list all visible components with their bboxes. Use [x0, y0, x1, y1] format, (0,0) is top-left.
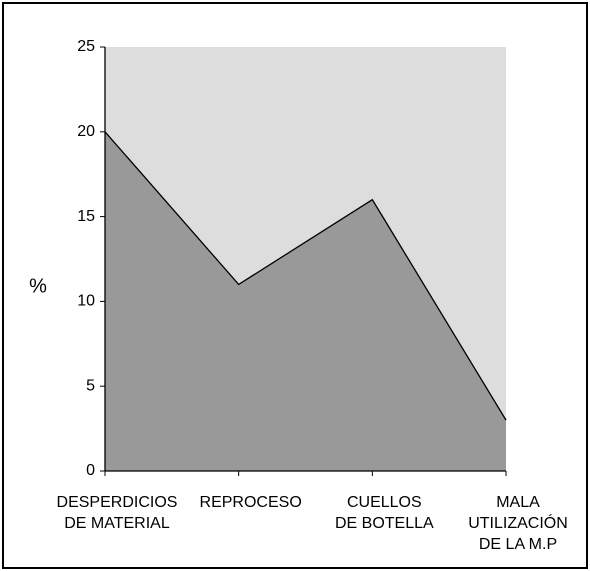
x-tick-label: MALA UTILIZACIÓN DE LA M.P: [468, 494, 568, 553]
y-tick-label: 5: [86, 377, 95, 394]
x-tick-label: DESPERDICIOS DE MATERIAL: [57, 494, 178, 532]
x-tick-label: CUELLOS DE BOTELLA: [335, 494, 434, 532]
area-line: [104, 131, 507, 421]
y-tick-label: 0: [86, 462, 95, 479]
y-tick-label: 25: [77, 38, 95, 55]
area: [105, 131, 506, 472]
y-tick-label: 15: [77, 208, 95, 225]
y-axis-label: %: [29, 275, 47, 297]
y-tick-label: 20: [77, 123, 95, 140]
x-tick-label: REPROCESO: [200, 494, 302, 511]
y-tick-label: 10: [77, 293, 95, 310]
